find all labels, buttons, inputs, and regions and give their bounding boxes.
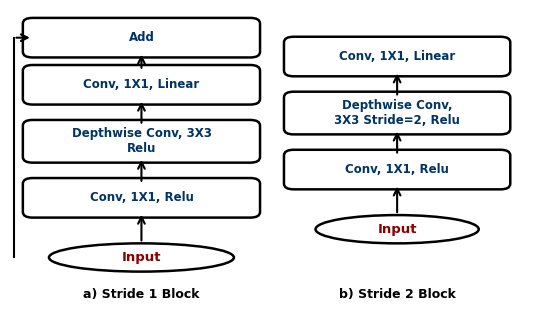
Text: Input: Input: [378, 223, 417, 236]
FancyBboxPatch shape: [284, 37, 510, 76]
Text: Conv, 1X1, Relu: Conv, 1X1, Relu: [345, 163, 449, 176]
Text: Conv, 1X1, Linear: Conv, 1X1, Linear: [339, 50, 455, 63]
Text: Depthwise Conv,
3X3 Stride=2, Relu: Depthwise Conv, 3X3 Stride=2, Relu: [334, 99, 460, 127]
Text: Conv, 1X1, Linear: Conv, 1X1, Linear: [83, 78, 200, 91]
FancyBboxPatch shape: [284, 150, 510, 189]
Ellipse shape: [49, 243, 234, 272]
Text: Conv, 1X1, Relu: Conv, 1X1, Relu: [90, 191, 193, 204]
Text: Depthwise Conv, 3X3
Relu: Depthwise Conv, 3X3 Relu: [71, 127, 212, 155]
FancyBboxPatch shape: [23, 18, 260, 57]
FancyBboxPatch shape: [23, 65, 260, 105]
Text: a) Stride 1 Block: a) Stride 1 Block: [83, 289, 200, 301]
Ellipse shape: [316, 215, 479, 243]
Text: Input: Input: [122, 251, 161, 264]
Text: b) Stride 2 Block: b) Stride 2 Block: [339, 289, 455, 301]
Text: Add: Add: [128, 31, 154, 44]
FancyBboxPatch shape: [284, 92, 510, 134]
FancyBboxPatch shape: [23, 178, 260, 218]
FancyBboxPatch shape: [23, 120, 260, 163]
